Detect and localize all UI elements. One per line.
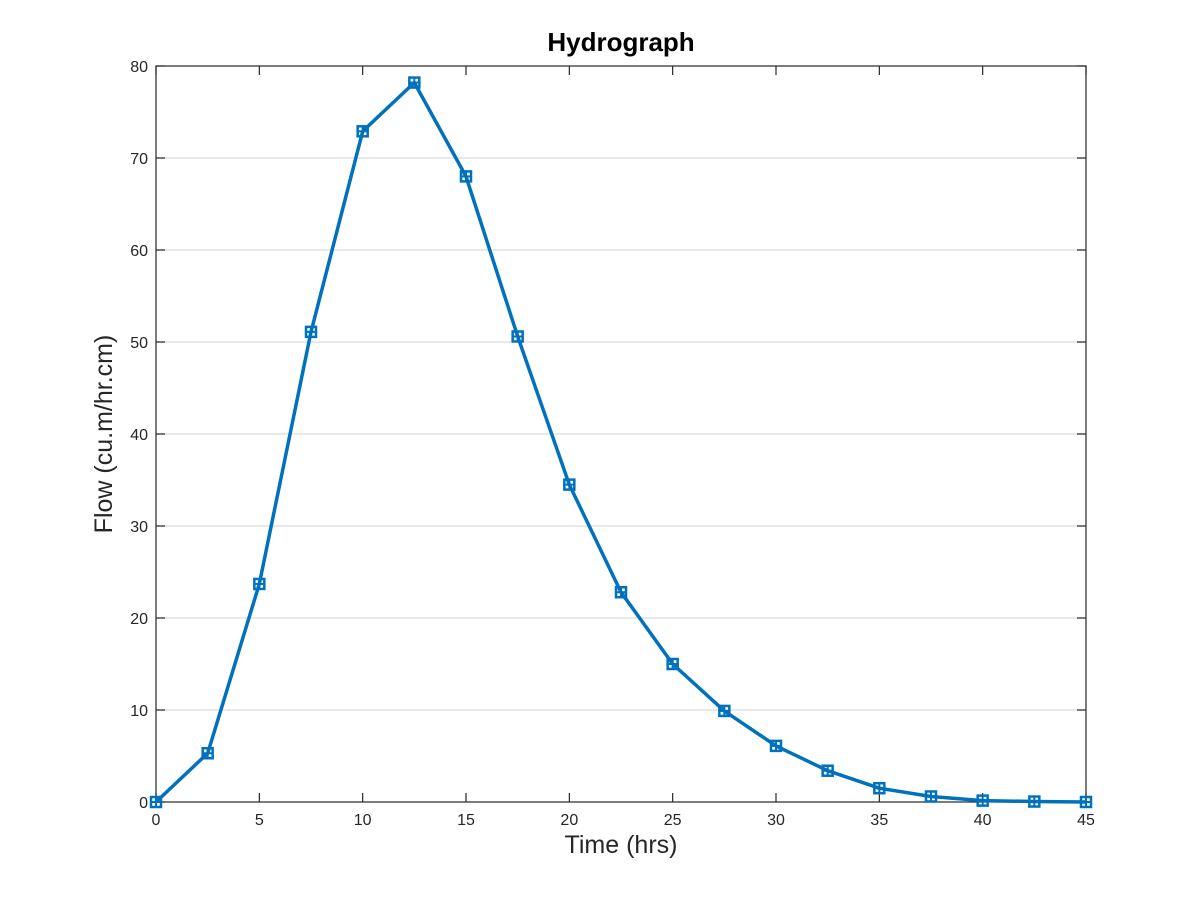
x-tick-label: 25 [664, 812, 682, 829]
x-axis-label: Time (hrs) [565, 831, 678, 859]
data-point-marker [459, 170, 473, 183]
data-point-marker [149, 795, 163, 809]
series-line [154, 80, 1087, 804]
data-point-marker [924, 790, 938, 803]
y-tick-label: 40 [130, 427, 148, 444]
x-tick-label: 0 [152, 812, 161, 829]
data-point-marker [253, 577, 266, 591]
x-tick-label: 5 [255, 812, 264, 829]
chart-title: Hydrograph [547, 27, 694, 57]
data-point-marker [1028, 795, 1041, 808]
y-tick-label: 0 [139, 795, 148, 812]
y-tick-label: 70 [130, 151, 148, 168]
y-tick-label: 60 [130, 243, 148, 260]
data-point-marker [356, 125, 369, 138]
data-point-marker [1079, 795, 1093, 809]
y-axis-label: Flow (cu.m/hr.cm) [90, 335, 118, 534]
data-point-marker [976, 794, 989, 807]
x-tick-label: 30 [767, 812, 785, 829]
tick-labels: 0 5 10 15 20 25 30 35 40 45 0 10 20 30 40 50 60 70 80 [130, 59, 1095, 829]
data-point-marker [408, 76, 421, 89]
x-tick-label: 10 [354, 812, 372, 829]
data-point-marker [304, 325, 318, 339]
data-point-marker [718, 704, 731, 718]
data-point-marker [201, 746, 214, 760]
data-point-marker [614, 585, 628, 599]
y-tick-label: 10 [130, 703, 148, 720]
y-tick-label: 30 [130, 519, 148, 536]
data-point-marker [873, 781, 886, 795]
grid-lines [156, 157, 1086, 711]
y-tick-label: 50 [130, 335, 148, 352]
x-tick-label: 40 [974, 812, 992, 829]
x-tick-label: 15 [457, 812, 475, 829]
data-point-marker [821, 764, 834, 777]
data-point-marker [511, 330, 524, 343]
y-tick-label: 20 [130, 611, 148, 628]
y-tick-label: 80 [130, 59, 148, 76]
x-tick-label: 35 [870, 812, 888, 829]
data-point-marker [666, 657, 679, 671]
data-series [149, 76, 1093, 809]
x-tick-label: 45 [1077, 812, 1095, 829]
x-tick-label: 20 [560, 812, 578, 829]
data-point-marker [563, 478, 576, 491]
data-point-marker [769, 739, 783, 753]
